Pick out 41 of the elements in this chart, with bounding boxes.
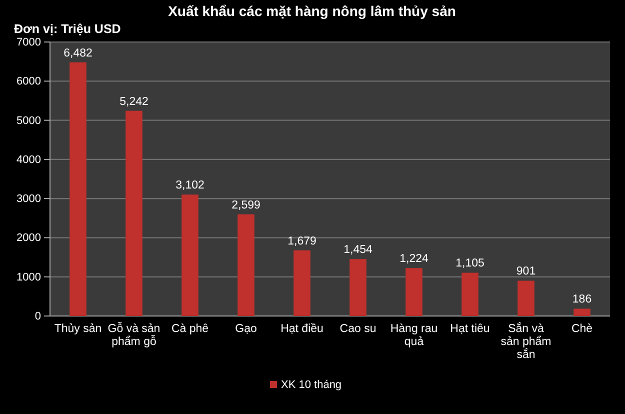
y-tick-label: 5000 [16, 114, 41, 127]
bar [294, 250, 310, 316]
x-tick-label: Cà phê [171, 323, 209, 335]
text: 901 [516, 266, 536, 278]
y-tick-label: 2000 [16, 232, 41, 244]
x-tick-label: Thủy sản [54, 323, 102, 335]
bar [238, 214, 254, 316]
text: 2,599 [232, 199, 260, 212]
text: 3,102 [176, 180, 204, 192]
text: 1,105 [456, 258, 484, 270]
x-tick-label: Hạt điều [280, 323, 324, 335]
x-tick-label: Cao su [340, 323, 376, 335]
chart-title: Xuất khẩu các mặt hàng nông lâm thủy sản [168, 3, 456, 19]
text: 186 [572, 294, 592, 306]
text: 5,242 [120, 96, 148, 108]
y-tick-label: 6000 [16, 76, 41, 88]
bar [126, 110, 142, 316]
y-tick-label: 1000 [16, 271, 41, 284]
x-tick-label: Hạt tiêu [450, 323, 490, 335]
text: 1,679 [288, 235, 316, 248]
y-tick-label: 7000 [16, 36, 41, 49]
y-tick-label: 4000 [16, 154, 41, 166]
bar [350, 259, 366, 316]
text: Đơn vị: Triệu USD [14, 22, 121, 36]
bar [518, 280, 534, 316]
text: 6,482 [64, 47, 92, 60]
text: 1,224 [400, 253, 428, 266]
y-tick-label: 0 [34, 310, 41, 323]
y-tick-label: 3000 [16, 193, 41, 206]
x-tick-label: Gạo [235, 323, 257, 335]
bar [406, 268, 422, 316]
x-tick-label: Hàng rau quả [390, 323, 438, 348]
x-tick-label: Gỗ và sản phẩm gỗ [108, 322, 160, 348]
bar [462, 272, 478, 316]
legend-label: XK 10 tháng [281, 379, 342, 391]
x-tick-label: Sắn và sản phẩm sắn [500, 322, 552, 361]
bar [182, 194, 198, 316]
bar [70, 62, 86, 316]
x-tick-label: Chè [571, 323, 593, 335]
bar [574, 308, 590, 316]
text: 1,454 [344, 244, 372, 256]
